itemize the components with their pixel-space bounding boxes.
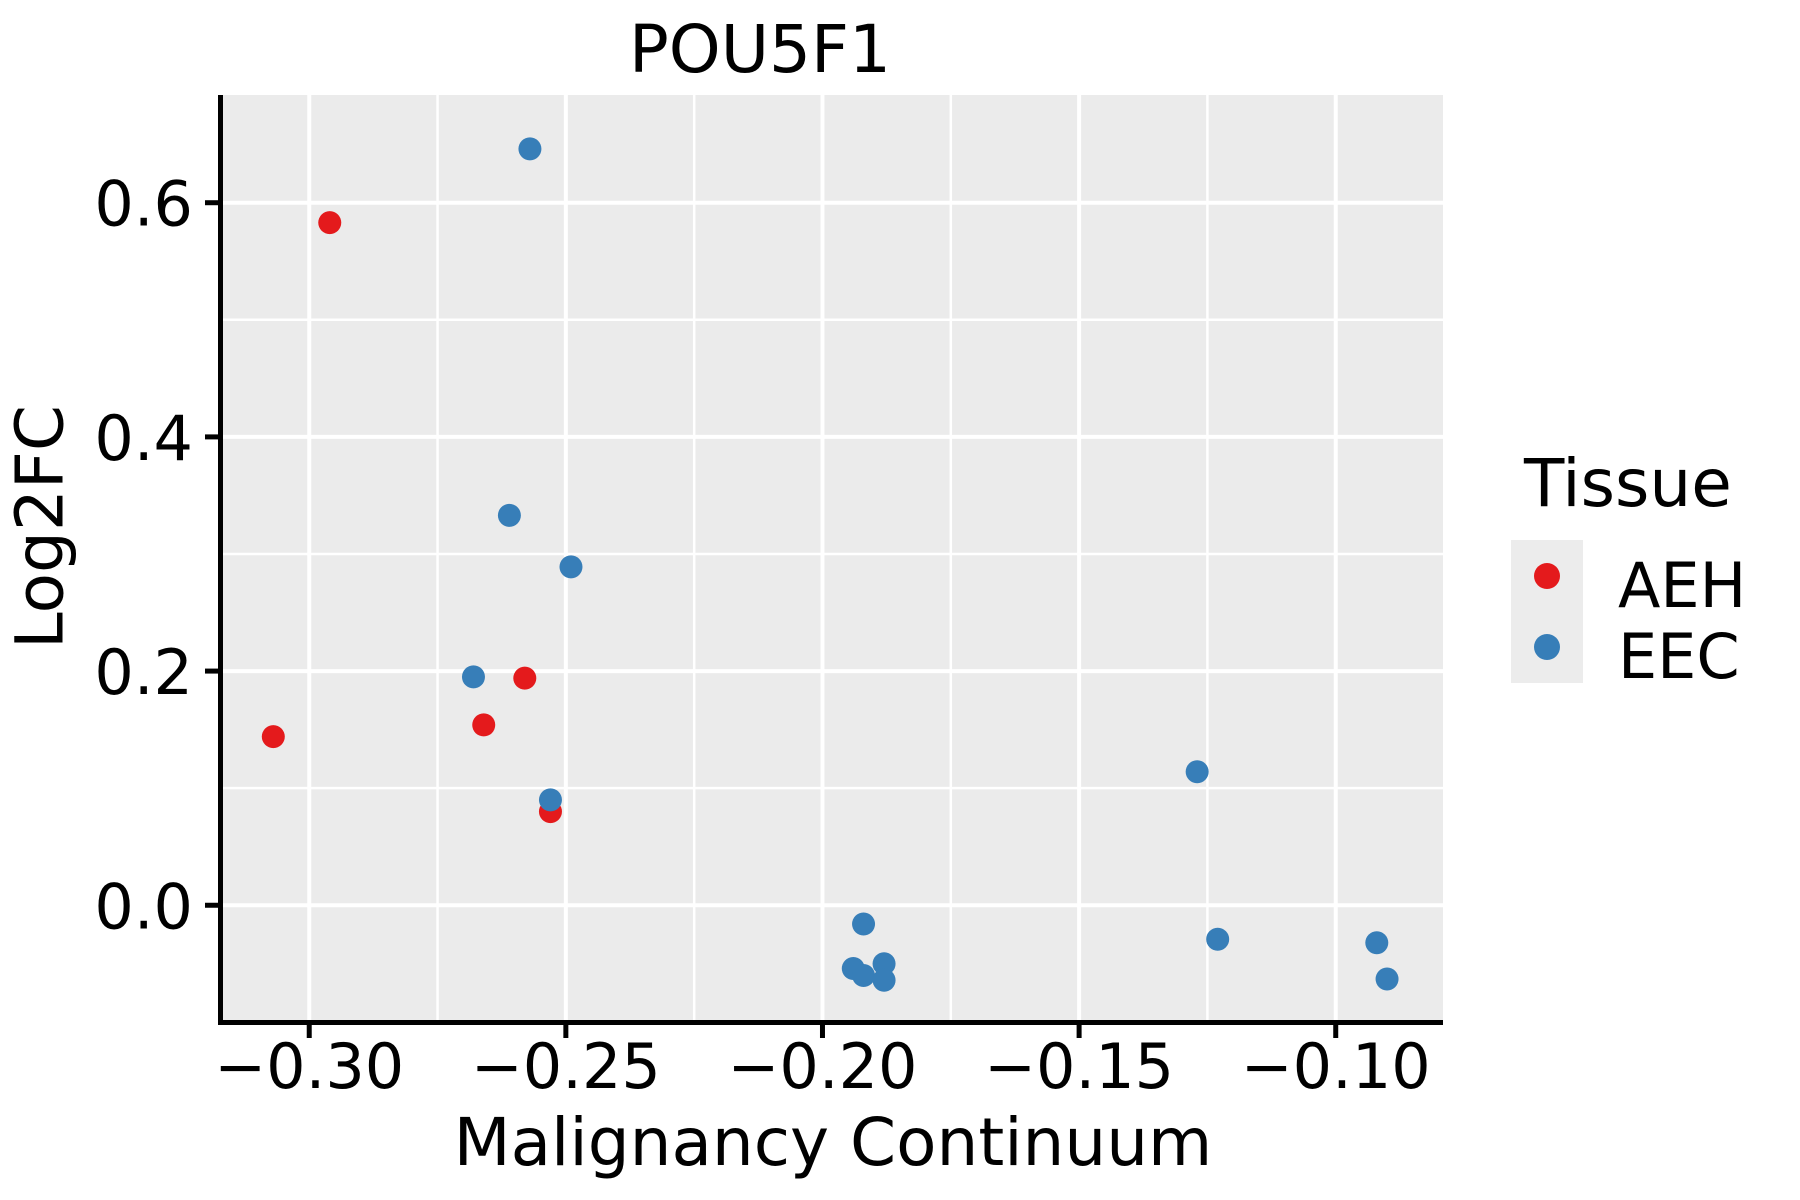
data-point-aeh xyxy=(513,666,537,690)
legend-label-eec: EEC xyxy=(1618,620,1740,693)
data-point-eec xyxy=(872,968,896,992)
y-tick-label: 0.0 xyxy=(94,870,193,943)
x-tick-label: −0.15 xyxy=(984,1030,1174,1103)
y-tick-label: 0.6 xyxy=(94,168,193,241)
x-axis-title: Malignancy Continuum xyxy=(453,1104,1213,1181)
legend-label-aeh: AEH xyxy=(1618,549,1747,622)
data-point-eec xyxy=(1206,927,1230,951)
data-point-eec xyxy=(559,555,583,579)
y-tick-label: 0.4 xyxy=(94,402,193,475)
data-point-aeh xyxy=(318,211,342,235)
data-point-eec xyxy=(852,912,876,936)
data-point-eec xyxy=(852,964,876,988)
data-point-eec xyxy=(518,137,542,161)
data-point-eec xyxy=(497,503,521,527)
legend-key-eec xyxy=(1511,611,1583,683)
y-tick-label: 0.2 xyxy=(94,636,193,709)
data-point-eec xyxy=(1365,931,1389,955)
legend-title: Tissue xyxy=(1524,445,1732,522)
x-tick-label: −0.25 xyxy=(471,1030,661,1103)
data-point-aeh xyxy=(261,725,285,749)
panel-background xyxy=(223,95,1443,1020)
legend-key-aeh xyxy=(1511,540,1583,612)
data-point-eec xyxy=(461,665,485,689)
plot-title: POU5F1 xyxy=(628,11,892,88)
legend-dot-eec xyxy=(1534,634,1560,660)
data-point-eec xyxy=(1185,760,1209,784)
x-tick-label: −0.30 xyxy=(214,1030,404,1103)
legend-dot-aeh xyxy=(1534,563,1560,589)
data-point-aeh xyxy=(472,713,496,737)
data-point-eec xyxy=(538,788,562,812)
data-point-eec xyxy=(872,952,896,976)
x-tick-label: −0.10 xyxy=(1241,1030,1431,1103)
data-point-eec xyxy=(1375,967,1399,991)
x-tick-label: −0.20 xyxy=(727,1030,917,1103)
